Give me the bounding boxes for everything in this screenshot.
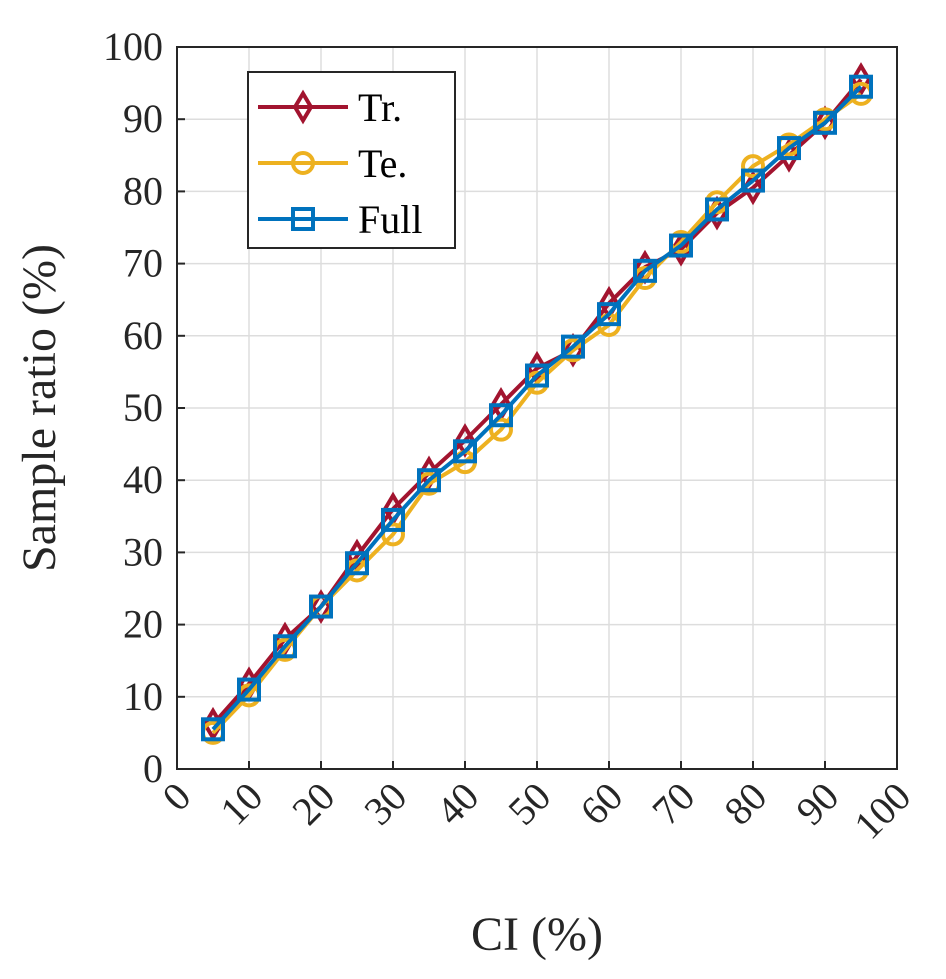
y-tick-label: 50 (123, 385, 163, 430)
y-axis-title: Sample ratio (%) (13, 244, 66, 572)
x-tick-label: 50 (499, 774, 559, 834)
y-tick-label: 60 (123, 313, 163, 358)
square-marker (705, 197, 729, 222)
square-marker (633, 258, 657, 283)
y-tick-label: 70 (123, 241, 163, 286)
square-marker (273, 634, 297, 659)
y-tick-label: 0 (143, 746, 163, 791)
y-tick-label: 80 (123, 168, 163, 213)
y-tick-label: 40 (123, 457, 163, 502)
legend-label: Te. (358, 141, 407, 186)
square-marker (597, 302, 621, 327)
legend-item: Te. (258, 141, 407, 186)
legend-item: Full (258, 197, 422, 242)
square-marker (777, 136, 801, 161)
legend-box (247, 71, 456, 249)
y-axis-ticks: 0 10 20 30 40 50 60 70 80 90 100 (103, 24, 185, 791)
square-marker (561, 334, 585, 359)
square-marker (453, 439, 477, 464)
series-full (201, 74, 873, 742)
y-tick-label: 20 (123, 602, 163, 647)
series-layer (201, 62, 873, 745)
square-marker (237, 677, 261, 702)
square-marker (417, 468, 441, 493)
x-tick-label: 30 (355, 774, 415, 834)
x-tick-label: 20 (283, 774, 343, 834)
square-marker (201, 717, 225, 742)
square-marker (345, 551, 369, 576)
x-tick-label: 60 (571, 774, 631, 834)
circle-marker (489, 417, 513, 442)
series-line (211, 85, 863, 731)
square-marker (381, 507, 405, 532)
square-marker (489, 403, 513, 428)
legend-item: Tr. (258, 85, 402, 130)
square-marker (291, 207, 315, 231)
legend: Tr. Te. Full (247, 71, 456, 249)
x-tick-label: 10 (211, 774, 271, 834)
x-tick-label: 0 (153, 774, 199, 820)
y-tick-label: 90 (123, 96, 163, 141)
x-axis-title: CI (%) (471, 908, 603, 961)
square-marker (813, 110, 837, 135)
square-marker (309, 594, 333, 619)
legend-items: Tr. Te. Full (258, 85, 422, 242)
square-marker (525, 363, 549, 388)
circle-marker (291, 151, 315, 175)
x-tick-label: 40 (427, 774, 487, 834)
x-tick-label: 100 (845, 774, 919, 848)
circle-marker (741, 154, 765, 179)
legend-label: Tr. (358, 85, 402, 130)
y-tick-label: 30 (123, 529, 163, 574)
legend-label: Full (358, 197, 422, 242)
x-tick-label: 80 (715, 774, 775, 834)
square-marker (849, 74, 873, 99)
diamond-marker (292, 89, 314, 125)
square-marker (741, 168, 765, 193)
x-tick-label: 90 (787, 774, 847, 834)
y-tick-label: 100 (103, 24, 163, 69)
square-marker (669, 233, 693, 258)
x-tick-label: 70 (643, 774, 703, 834)
y-tick-label: 10 (123, 674, 163, 719)
